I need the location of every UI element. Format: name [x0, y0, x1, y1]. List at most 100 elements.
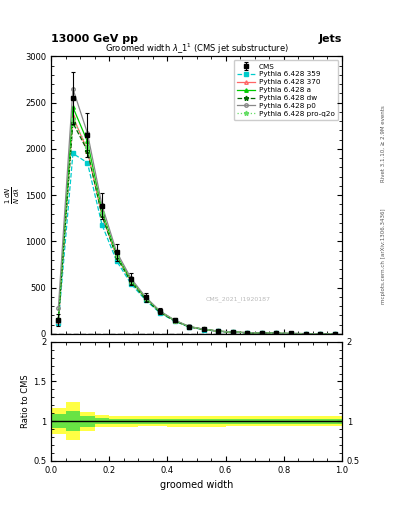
Pythia 6.428 a [143, 295, 148, 301]
Pythia 6.428 370 [173, 317, 177, 324]
Text: Rivet 3.1.10, ≥ 2.9M events: Rivet 3.1.10, ≥ 2.9M events [381, 105, 386, 182]
Pythia 6.428 p0 [216, 328, 221, 334]
Pythia 6.428 359 [114, 258, 119, 264]
Pythia 6.428 pro-q2o [245, 330, 250, 336]
Pythia 6.428 359 [173, 318, 177, 324]
Pythia 6.428 dw [173, 318, 177, 324]
Text: 13000 GeV pp: 13000 GeV pp [51, 33, 138, 44]
Pythia 6.428 359 [289, 330, 294, 336]
Pythia 6.428 pro-q2o [187, 324, 192, 330]
Pythia 6.428 a [202, 326, 206, 332]
Pythia 6.428 dw [187, 324, 192, 330]
Title: Groomed width $\lambda\_1^1$ (CMS jet substructure): Groomed width $\lambda\_1^1$ (CMS jet su… [105, 42, 288, 56]
Pythia 6.428 dw [216, 328, 221, 334]
Pythia 6.428 370 [129, 278, 134, 284]
Pythia 6.428 p0 [71, 86, 75, 92]
Pythia 6.428 a [260, 330, 264, 336]
Pythia 6.428 p0 [318, 331, 323, 337]
Pythia 6.428 dw [332, 331, 337, 337]
X-axis label: groomed width: groomed width [160, 480, 233, 490]
Text: CMS_2021_I1920187: CMS_2021_I1920187 [205, 296, 270, 302]
Pythia 6.428 pro-q2o [303, 331, 308, 337]
Pythia 6.428 370 [143, 295, 148, 302]
Pythia 6.428 p0 [245, 330, 250, 336]
Pythia 6.428 pro-q2o [202, 326, 206, 332]
Pythia 6.428 dw [289, 330, 294, 336]
Pythia 6.428 359 [260, 330, 264, 336]
Pythia 6.428 pro-q2o [173, 317, 177, 324]
Pythia 6.428 a [216, 328, 221, 334]
Pythia 6.428 370 [303, 331, 308, 337]
Pythia 6.428 p0 [100, 202, 105, 208]
Pythia 6.428 a [289, 330, 294, 336]
Pythia 6.428 p0 [187, 324, 192, 330]
Pythia 6.428 pro-q2o [332, 331, 337, 337]
Pythia 6.428 dw [158, 309, 163, 315]
Pythia 6.428 dw [100, 212, 105, 219]
Pythia 6.428 dw [71, 120, 75, 126]
Pythia 6.428 p0 [332, 331, 337, 337]
Pythia 6.428 p0 [202, 326, 206, 332]
Pythia 6.428 pro-q2o [274, 330, 279, 336]
Pythia 6.428 p0 [143, 294, 148, 300]
Pythia 6.428 pro-q2o [260, 330, 264, 336]
Legend: CMS, Pythia 6.428 359, Pythia 6.428 370, Pythia 6.428 a, Pythia 6.428 dw, Pythia: CMS, Pythia 6.428 359, Pythia 6.428 370,… [233, 60, 338, 120]
Pythia 6.428 370 [216, 328, 221, 334]
Pythia 6.428 a [85, 138, 90, 144]
Pythia 6.428 a [318, 331, 323, 337]
Pythia 6.428 370 [332, 331, 337, 337]
Pythia 6.428 p0 [158, 308, 163, 314]
Pythia 6.428 370 [71, 113, 75, 119]
Pythia 6.428 pro-q2o [318, 331, 323, 337]
Pythia 6.428 pro-q2o [71, 116, 75, 122]
Pythia 6.428 pro-q2o [289, 330, 294, 336]
Pythia 6.428 359 [56, 319, 61, 326]
Pythia 6.428 359 [85, 160, 90, 166]
Pythia 6.428 a [231, 329, 235, 335]
Pythia 6.428 dw [245, 330, 250, 336]
Pythia 6.428 p0 [260, 330, 264, 336]
Pythia 6.428 a [71, 104, 75, 110]
Pythia 6.428 pro-q2o [158, 309, 163, 315]
Pythia 6.428 pro-q2o [56, 315, 61, 322]
Pythia 6.428 dw [114, 254, 119, 260]
Pythia 6.428 pro-q2o [231, 329, 235, 335]
Pythia 6.428 370 [100, 212, 105, 219]
Pythia 6.428 359 [100, 222, 105, 228]
Line: Pythia 6.428 dw: Pythia 6.428 dw [56, 120, 337, 336]
Pythia 6.428 370 [158, 309, 163, 315]
Pythia 6.428 dw [202, 326, 206, 332]
Pythia 6.428 370 [114, 253, 119, 259]
Pythia 6.428 a [187, 324, 192, 330]
Pythia 6.428 dw [85, 147, 90, 154]
Pythia 6.428 370 [56, 318, 61, 324]
Pythia 6.428 359 [187, 324, 192, 330]
Pythia 6.428 a [56, 316, 61, 322]
Pythia 6.428 dw [303, 331, 308, 337]
Pythia 6.428 pro-q2o [85, 144, 90, 150]
Pythia 6.428 p0 [129, 275, 134, 282]
Line: Pythia 6.428 a: Pythia 6.428 a [57, 105, 336, 335]
Text: Jets: Jets [319, 33, 342, 44]
Pythia 6.428 dw [318, 331, 323, 337]
Pythia 6.428 pro-q2o [216, 328, 221, 334]
Y-axis label: $\frac{1}{N}\frac{dN}{d\lambda}$: $\frac{1}{N}\frac{dN}{d\lambda}$ [4, 186, 22, 204]
Pythia 6.428 370 [231, 329, 235, 335]
Pythia 6.428 p0 [231, 329, 235, 335]
Pythia 6.428 a [303, 331, 308, 337]
Pythia 6.428 p0 [85, 130, 90, 136]
Pythia 6.428 a [274, 330, 279, 336]
Pythia 6.428 p0 [173, 317, 177, 323]
Pythia 6.428 359 [318, 331, 323, 337]
Pythia 6.428 pro-q2o [129, 278, 134, 284]
Pythia 6.428 359 [71, 151, 75, 157]
Pythia 6.428 359 [231, 329, 235, 335]
Pythia 6.428 370 [202, 326, 206, 332]
Text: mcplots.cern.ch [arXiv:1306.3436]: mcplots.cern.ch [arXiv:1306.3436] [381, 208, 386, 304]
Pythia 6.428 370 [245, 330, 250, 336]
Pythia 6.428 359 [158, 310, 163, 316]
Pythia 6.428 370 [85, 147, 90, 154]
Pythia 6.428 p0 [289, 330, 294, 336]
Pythia 6.428 dw [274, 330, 279, 336]
Pythia 6.428 dw [231, 329, 235, 335]
